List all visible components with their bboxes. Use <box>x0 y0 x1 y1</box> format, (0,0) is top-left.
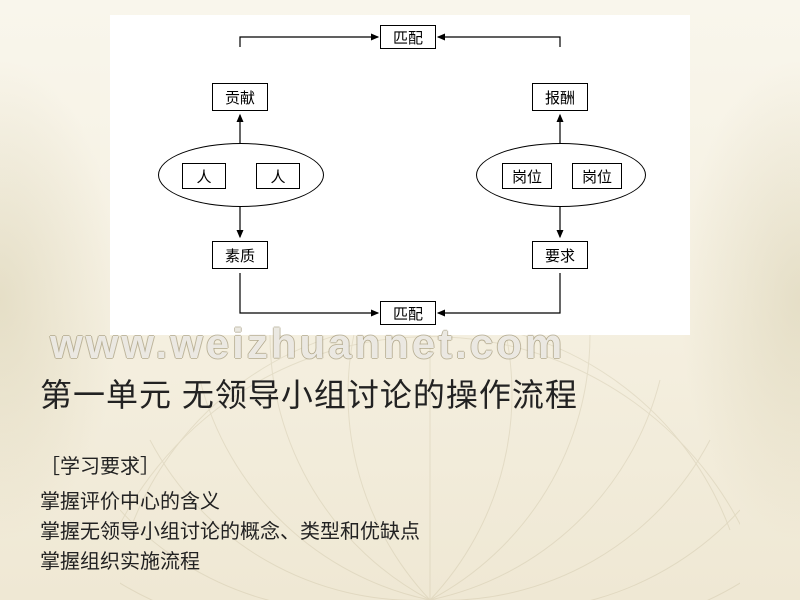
node-requirement: 要求 <box>532 241 588 269</box>
node-position-b: 岗位 <box>572 163 622 189</box>
bullet-2: 掌握无领导小组讨论的概念、类型和优缺点 <box>40 515 420 544</box>
node-quality: 素质 <box>212 241 268 269</box>
node-person-a: 人 <box>182 163 226 189</box>
flowchart-diagram: 匹配 贡献 报酬 人 人 岗位 岗位 素质 要求 匹配 <box>110 15 690 335</box>
node-contribution: 贡献 <box>212 83 268 111</box>
bullet-3: 掌握组织实施流程 <box>40 545 200 574</box>
page-title: 第一单元 无领导小组讨论的操作流程 <box>40 370 578 416</box>
node-position-a: 岗位 <box>502 163 552 189</box>
node-reward: 报酬 <box>532 83 588 111</box>
node-top-match: 匹配 <box>380 25 436 49</box>
section-subtitle: ［学习要求］ <box>40 450 160 479</box>
node-bottom-match: 匹配 <box>380 301 436 325</box>
node-person-b: 人 <box>256 163 300 189</box>
bullet-1: 掌握评价中心的含义 <box>40 485 220 514</box>
